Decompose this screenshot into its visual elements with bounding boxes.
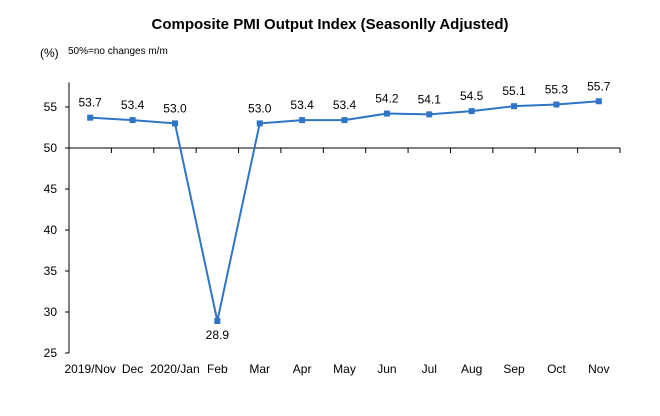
data-point: [468, 108, 475, 115]
x-tick-label: Mar: [249, 362, 270, 376]
x-tick-label: 2020/Jan: [150, 362, 199, 376]
data-label: 55.7: [587, 79, 611, 93]
y-tick-label: 25: [44, 346, 58, 360]
x-tick-label: Dec: [122, 362, 143, 376]
y-tick-label: 55: [44, 100, 58, 114]
data-label: 53.0: [163, 101, 187, 115]
data-point: [299, 117, 306, 124]
data-point: [383, 110, 390, 117]
data-label: 53.4: [333, 98, 357, 112]
y-tick-label: 30: [44, 305, 58, 319]
data-label: 53.0: [248, 101, 272, 115]
data-point: [87, 114, 94, 121]
data-point: [511, 103, 518, 110]
data-label: 55.1: [502, 84, 526, 98]
x-tick-label: Nov: [588, 362, 609, 376]
x-tick-label: Jun: [377, 362, 396, 376]
data-label: 28.9: [206, 328, 230, 342]
data-label: 53.4: [290, 98, 314, 112]
x-tick-label: 2019/Nov: [65, 362, 116, 376]
data-point: [256, 120, 263, 127]
x-tick-label: Oct: [547, 362, 566, 376]
x-tick-label: Feb: [207, 362, 228, 376]
data-point: [595, 98, 602, 105]
data-point: [129, 117, 136, 124]
y-tick-label: 50: [44, 141, 58, 155]
data-label: 53.4: [121, 98, 145, 112]
x-tick-label: Aug: [461, 362, 482, 376]
x-tick-label: Apr: [293, 362, 312, 376]
series-line: [90, 100, 599, 322]
x-tick-label: May: [333, 362, 356, 376]
data-point: [553, 101, 560, 108]
y-tick-label: 45: [44, 182, 58, 196]
chart-note: 50%=no changes m/m: [68, 46, 168, 57]
y-tick-label: 40: [44, 223, 58, 237]
data-point: [426, 111, 433, 118]
y-tick-label: 35: [44, 264, 58, 278]
data-point: [214, 318, 221, 325]
x-tick-label: Jul: [422, 362, 437, 376]
data-label: 55.3: [545, 83, 569, 97]
data-label: 54.2: [375, 92, 399, 106]
data-point: [171, 120, 178, 127]
data-label: 54.5: [460, 89, 484, 103]
y-unit-label: (%): [40, 46, 59, 60]
x-tick-label: Sep: [503, 362, 525, 376]
data-point: [341, 117, 348, 124]
data-label: 54.1: [418, 92, 442, 106]
data-label: 53.7: [79, 96, 103, 110]
chart-title: Composite PMI Output Index (Seasonlly Ad…: [151, 16, 509, 33]
